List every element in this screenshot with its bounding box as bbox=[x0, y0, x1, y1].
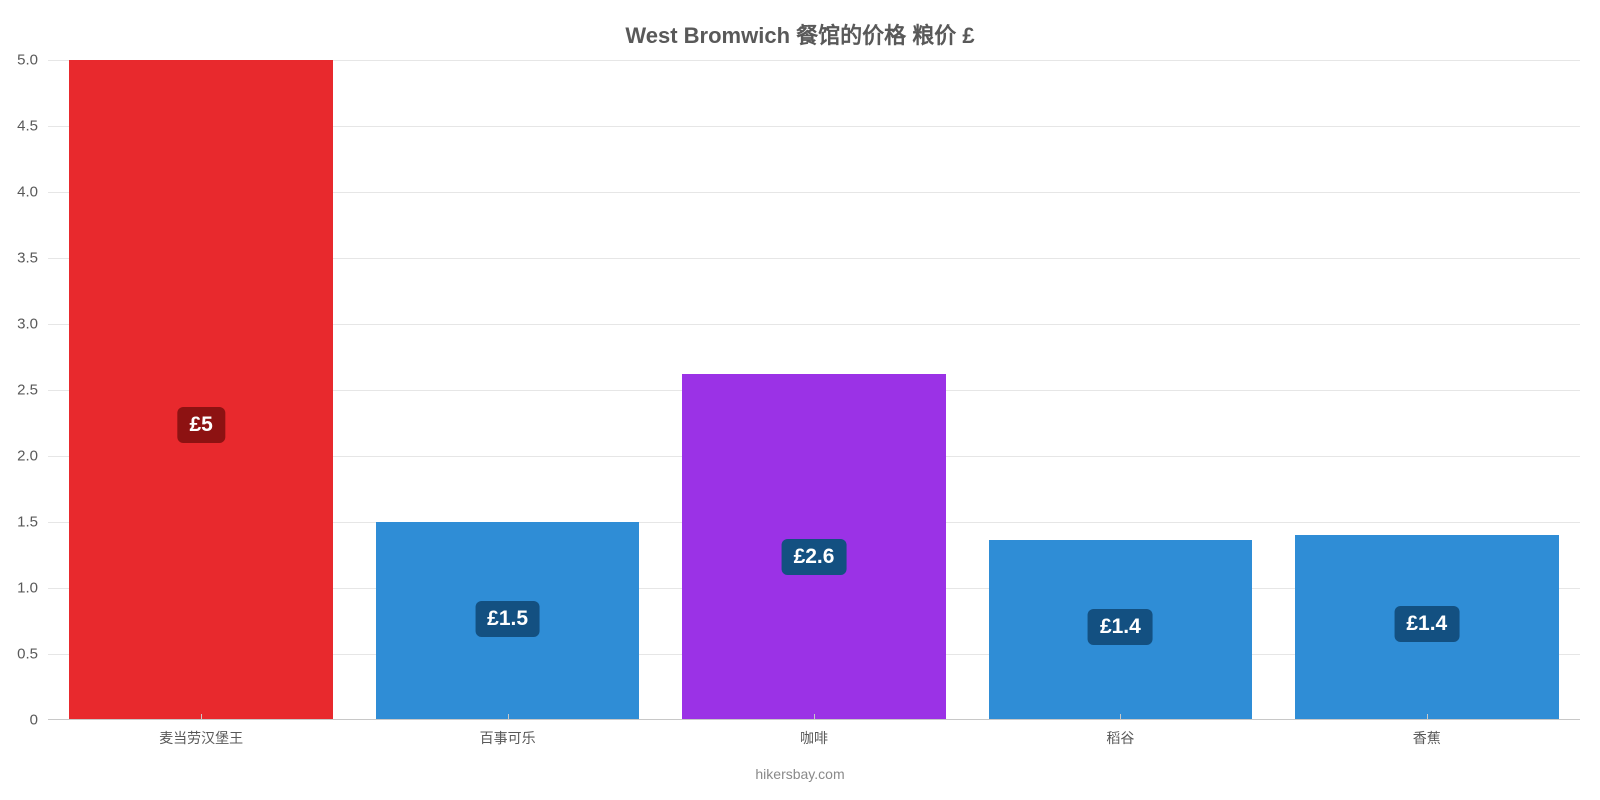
x-axis-ticks: 麦当劳汉堡王 百事可乐 咖啡 稻谷 香蕉 bbox=[48, 728, 1580, 752]
value-label-badge: £2.6 bbox=[782, 539, 847, 575]
x-tick-mark bbox=[508, 714, 509, 720]
y-tick-label: 0.5 bbox=[17, 646, 48, 663]
y-tick-label: 1.5 bbox=[17, 514, 48, 531]
x-tick-label: 麦当劳汉堡王 bbox=[159, 728, 243, 748]
y-tick-label: 4.0 bbox=[17, 184, 48, 201]
x-tick-mark bbox=[1427, 714, 1428, 720]
chart-credit: hikersbay.com bbox=[0, 766, 1600, 782]
value-label-badge: £1.4 bbox=[1394, 606, 1459, 642]
bar bbox=[69, 60, 333, 720]
x-tick-mark bbox=[1120, 714, 1121, 720]
chart-title: West Bromwich 餐馆的价格 粮价 £ bbox=[0, 18, 1600, 50]
value-label-badge: £1.5 bbox=[475, 601, 540, 637]
y-tick-label: 2.0 bbox=[17, 448, 48, 465]
y-tick-label: 1.0 bbox=[17, 580, 48, 597]
x-tick-label: 咖啡 bbox=[800, 728, 828, 748]
x-tick-label: 百事可乐 bbox=[480, 728, 536, 748]
plot-area: £5£1.5£2.6£1.4£1.4 00.51.01.52.02.53.03.… bbox=[48, 60, 1580, 720]
y-tick-label: 0 bbox=[30, 712, 48, 729]
y-tick-label: 5.0 bbox=[17, 52, 48, 69]
price-bar-chart: West Bromwich 餐馆的价格 粮价 £ £5£1.5£2.6£1.4£… bbox=[0, 0, 1600, 800]
value-label-badge: £1.4 bbox=[1088, 609, 1153, 645]
y-tick-label: 3.0 bbox=[17, 316, 48, 333]
y-tick-label: 2.5 bbox=[17, 382, 48, 399]
y-tick-label: 3.5 bbox=[17, 250, 48, 267]
x-tick-mark bbox=[201, 714, 202, 720]
y-tick-label: 4.5 bbox=[17, 118, 48, 135]
x-tick-mark bbox=[814, 714, 815, 720]
x-tick-label: 香蕉 bbox=[1413, 728, 1441, 748]
value-label-badge: £5 bbox=[178, 407, 225, 443]
bars-layer: £5 £1.5 £2.6 £1.4 £1.4 bbox=[48, 60, 1580, 720]
x-tick-label: 稻谷 bbox=[1106, 728, 1134, 748]
